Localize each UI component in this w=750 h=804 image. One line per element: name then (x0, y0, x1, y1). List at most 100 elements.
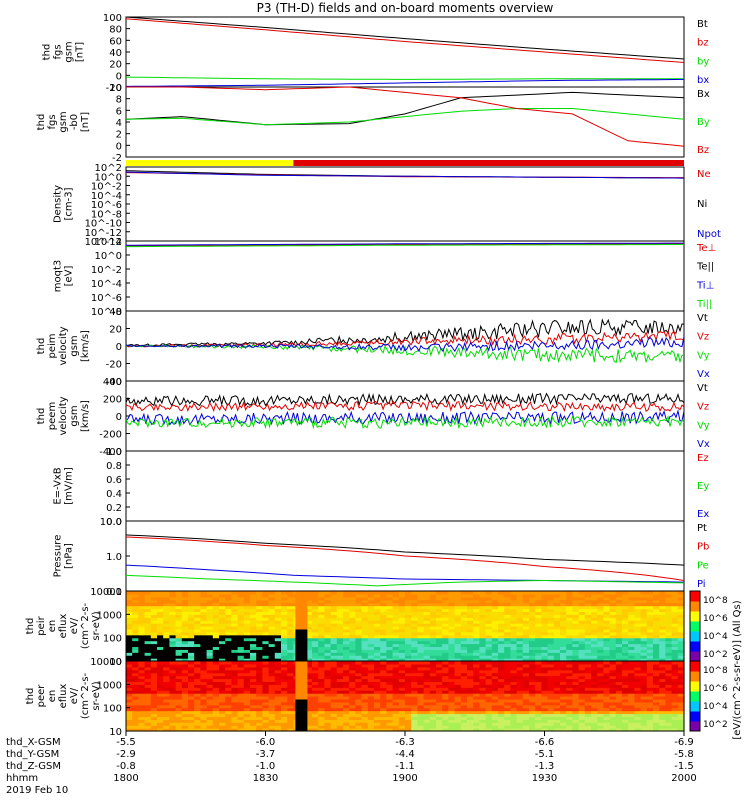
spectrogram-cell (566, 719, 573, 723)
spectrogram-cell (367, 687, 375, 691)
spectrogram-cell (498, 710, 505, 715)
spectrogram-cell (597, 599, 604, 604)
spectrogram-cell (535, 707, 542, 712)
spectrogram-cell (603, 663, 611, 668)
spectrogram-cell (330, 611, 338, 615)
spectrogram-cell (367, 596, 375, 601)
spectrogram-cell (671, 649, 679, 653)
spectrogram-cell (553, 663, 561, 668)
spectrogram-cell (597, 631, 604, 636)
spectrogram-cell (473, 626, 480, 630)
spectrogram-cell (578, 719, 586, 723)
spectrogram-cell (405, 696, 412, 700)
spectrogram-cell (250, 710, 257, 715)
spectrogram-cell (547, 722, 555, 726)
spectrogram-cell (584, 678, 592, 683)
spectrogram-cell (467, 701, 474, 706)
spectrogram-cell (541, 646, 549, 650)
spectrogram-cell (560, 646, 567, 650)
spectrogram-cell (516, 707, 524, 712)
spectrogram-cell (281, 687, 288, 691)
spectrogram-cell (157, 722, 164, 726)
spectrogram-cell (677, 605, 685, 610)
spectrogram-cell (188, 643, 195, 648)
y-axis-label: fgs (47, 114, 58, 129)
spectrogram-cell (491, 722, 499, 726)
spectrogram-cell (175, 640, 183, 645)
spectrogram-cell (529, 684, 536, 688)
spectrogram-cell (436, 602, 443, 607)
spectrogram-cell (367, 681, 375, 685)
spectrogram-cell (374, 663, 381, 668)
spectrogram-cell (479, 643, 487, 648)
spectrogram-cell (615, 663, 623, 668)
spectrogram-cell (578, 684, 586, 688)
spectrogram-cell (516, 599, 524, 604)
spectrogram-cell (572, 707, 580, 712)
spectrogram-cell (392, 696, 400, 700)
spectrogram-cell (609, 608, 617, 613)
spectrogram-cell (206, 649, 214, 653)
spectrogram-cell (622, 713, 629, 718)
spectrogram-cell (231, 716, 239, 720)
spectrogram-cell (281, 623, 288, 627)
spectrogram-cell (578, 637, 586, 642)
spectrogram-cell (640, 637, 648, 642)
spectrogram-cell (312, 649, 319, 653)
spectrogram-cell (603, 652, 611, 656)
spectrogram-cell (144, 593, 152, 598)
spectrogram-cell (553, 707, 561, 712)
spectrogram-cell (287, 599, 294, 604)
spectrogram-cell (622, 637, 629, 642)
spectrogram-cell (312, 663, 319, 668)
spectrogram-cell (417, 620, 425, 624)
spectrogram-cell (560, 663, 567, 668)
spectrogram-cell (132, 623, 139, 627)
y-tick-label: 2 (116, 130, 122, 141)
spectrogram-cell (640, 591, 648, 595)
spectrogram-cell (423, 658, 431, 662)
spectrogram-cell (560, 716, 567, 720)
spectrogram-cell (330, 596, 338, 601)
spectrogram-cell (535, 687, 542, 691)
spectrogram-cell (634, 631, 642, 636)
spectrogram-cell (547, 716, 555, 720)
spectrogram-cell (256, 599, 263, 604)
spectrogram-cell (330, 672, 338, 677)
spectrogram-cell (417, 701, 425, 706)
spectrogram-cell (578, 626, 586, 630)
spectrogram-cell (343, 605, 350, 610)
spectrogram-cell (194, 626, 201, 630)
spectrogram-cell (522, 684, 530, 688)
spectrogram-cell (665, 693, 673, 697)
spectrogram-cell (349, 675, 356, 680)
spectrogram-cell (175, 701, 183, 706)
spectrogram-cell (498, 608, 505, 613)
spectrogram-cell (349, 637, 356, 642)
spectrogram-cell (163, 701, 170, 706)
spectrogram-cell (274, 640, 282, 645)
spectrogram-cell (653, 620, 660, 624)
spectrogram-cell (436, 652, 443, 656)
spectrogram-cell (591, 701, 598, 706)
spectrogram-cell (473, 681, 480, 685)
y-axis-label: thd (36, 408, 47, 425)
spectrogram-cell (200, 675, 208, 680)
spectrogram-gap-top (295, 591, 308, 630)
spectrogram-cell (318, 669, 325, 674)
spectrogram-cell (200, 649, 208, 653)
spectrogram-cell (423, 728, 431, 732)
spectrogram-cell (429, 646, 437, 650)
spectrogram-cell (677, 591, 685, 595)
spectrogram-cell (609, 649, 617, 653)
spectrogram-cell (498, 722, 505, 726)
spectrogram-cell (281, 591, 288, 595)
spectrogram-cell (504, 640, 511, 645)
spectrogram-cell (386, 713, 394, 718)
spectrogram-cell (355, 722, 363, 726)
spectrogram-cell (256, 631, 263, 636)
spectrogram-cell (200, 658, 208, 662)
spectrogram-cell (442, 596, 449, 601)
spectrogram-cell (318, 672, 325, 677)
spectrogram-cell (355, 652, 363, 656)
